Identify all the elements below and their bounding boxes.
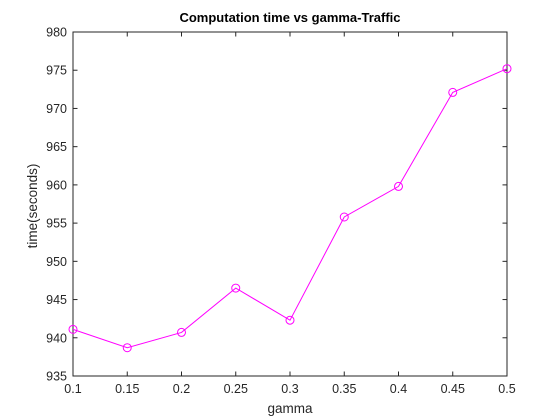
x-tick-label: 0.2 <box>173 382 190 396</box>
axis-ticks: 0.1 0.15 0.2 0.25 0.3 0.35 0.4 0.45 0.5 935 940 945… <box>46 26 516 397</box>
x-axis-label: gamma <box>267 401 313 416</box>
x-tick-label: 0.15 <box>115 382 139 396</box>
data-point-marker <box>122 343 132 353</box>
x-tick-label: 0.3 <box>281 382 298 396</box>
y-tick-label: 965 <box>46 140 67 154</box>
data-point-marker <box>177 327 186 337</box>
series-line <box>72 68 508 349</box>
x-tick-label: 0.35 <box>332 382 356 396</box>
y-tick-label: 980 <box>46 26 67 40</box>
data-point-marker <box>68 324 78 334</box>
data-point-marker <box>339 212 349 222</box>
plot-area <box>72 31 508 377</box>
data-point-marker <box>231 283 241 293</box>
y-tick-label: 945 <box>46 293 67 307</box>
y-tick-label: 960 <box>46 178 67 192</box>
x-tick-label: 0.4 <box>390 382 407 396</box>
y-tick-label: 940 <box>46 331 67 345</box>
chart-title: Computation time vs gamma-Traffic <box>179 10 400 25</box>
y-tick-label: 955 <box>46 217 67 231</box>
data-point-marker <box>502 64 512 74</box>
data-point-marker <box>285 315 295 325</box>
x-tick-label: 0.45 <box>441 382 465 396</box>
y-tick-label: 950 <box>46 255 67 269</box>
y-tick-label: 970 <box>46 102 67 116</box>
data-point-marker <box>394 181 403 191</box>
y-tick-label: 935 <box>46 370 67 384</box>
x-tick-label: 0.5 <box>498 382 515 396</box>
y-tick-label: 975 <box>46 64 67 78</box>
y-axis-label: time(seconds) <box>25 164 40 249</box>
data-series <box>68 64 512 353</box>
x-tick-label: 0.25 <box>224 382 248 396</box>
data-point-marker <box>448 87 458 97</box>
x-tick-label: 0.1 <box>64 382 81 396</box>
